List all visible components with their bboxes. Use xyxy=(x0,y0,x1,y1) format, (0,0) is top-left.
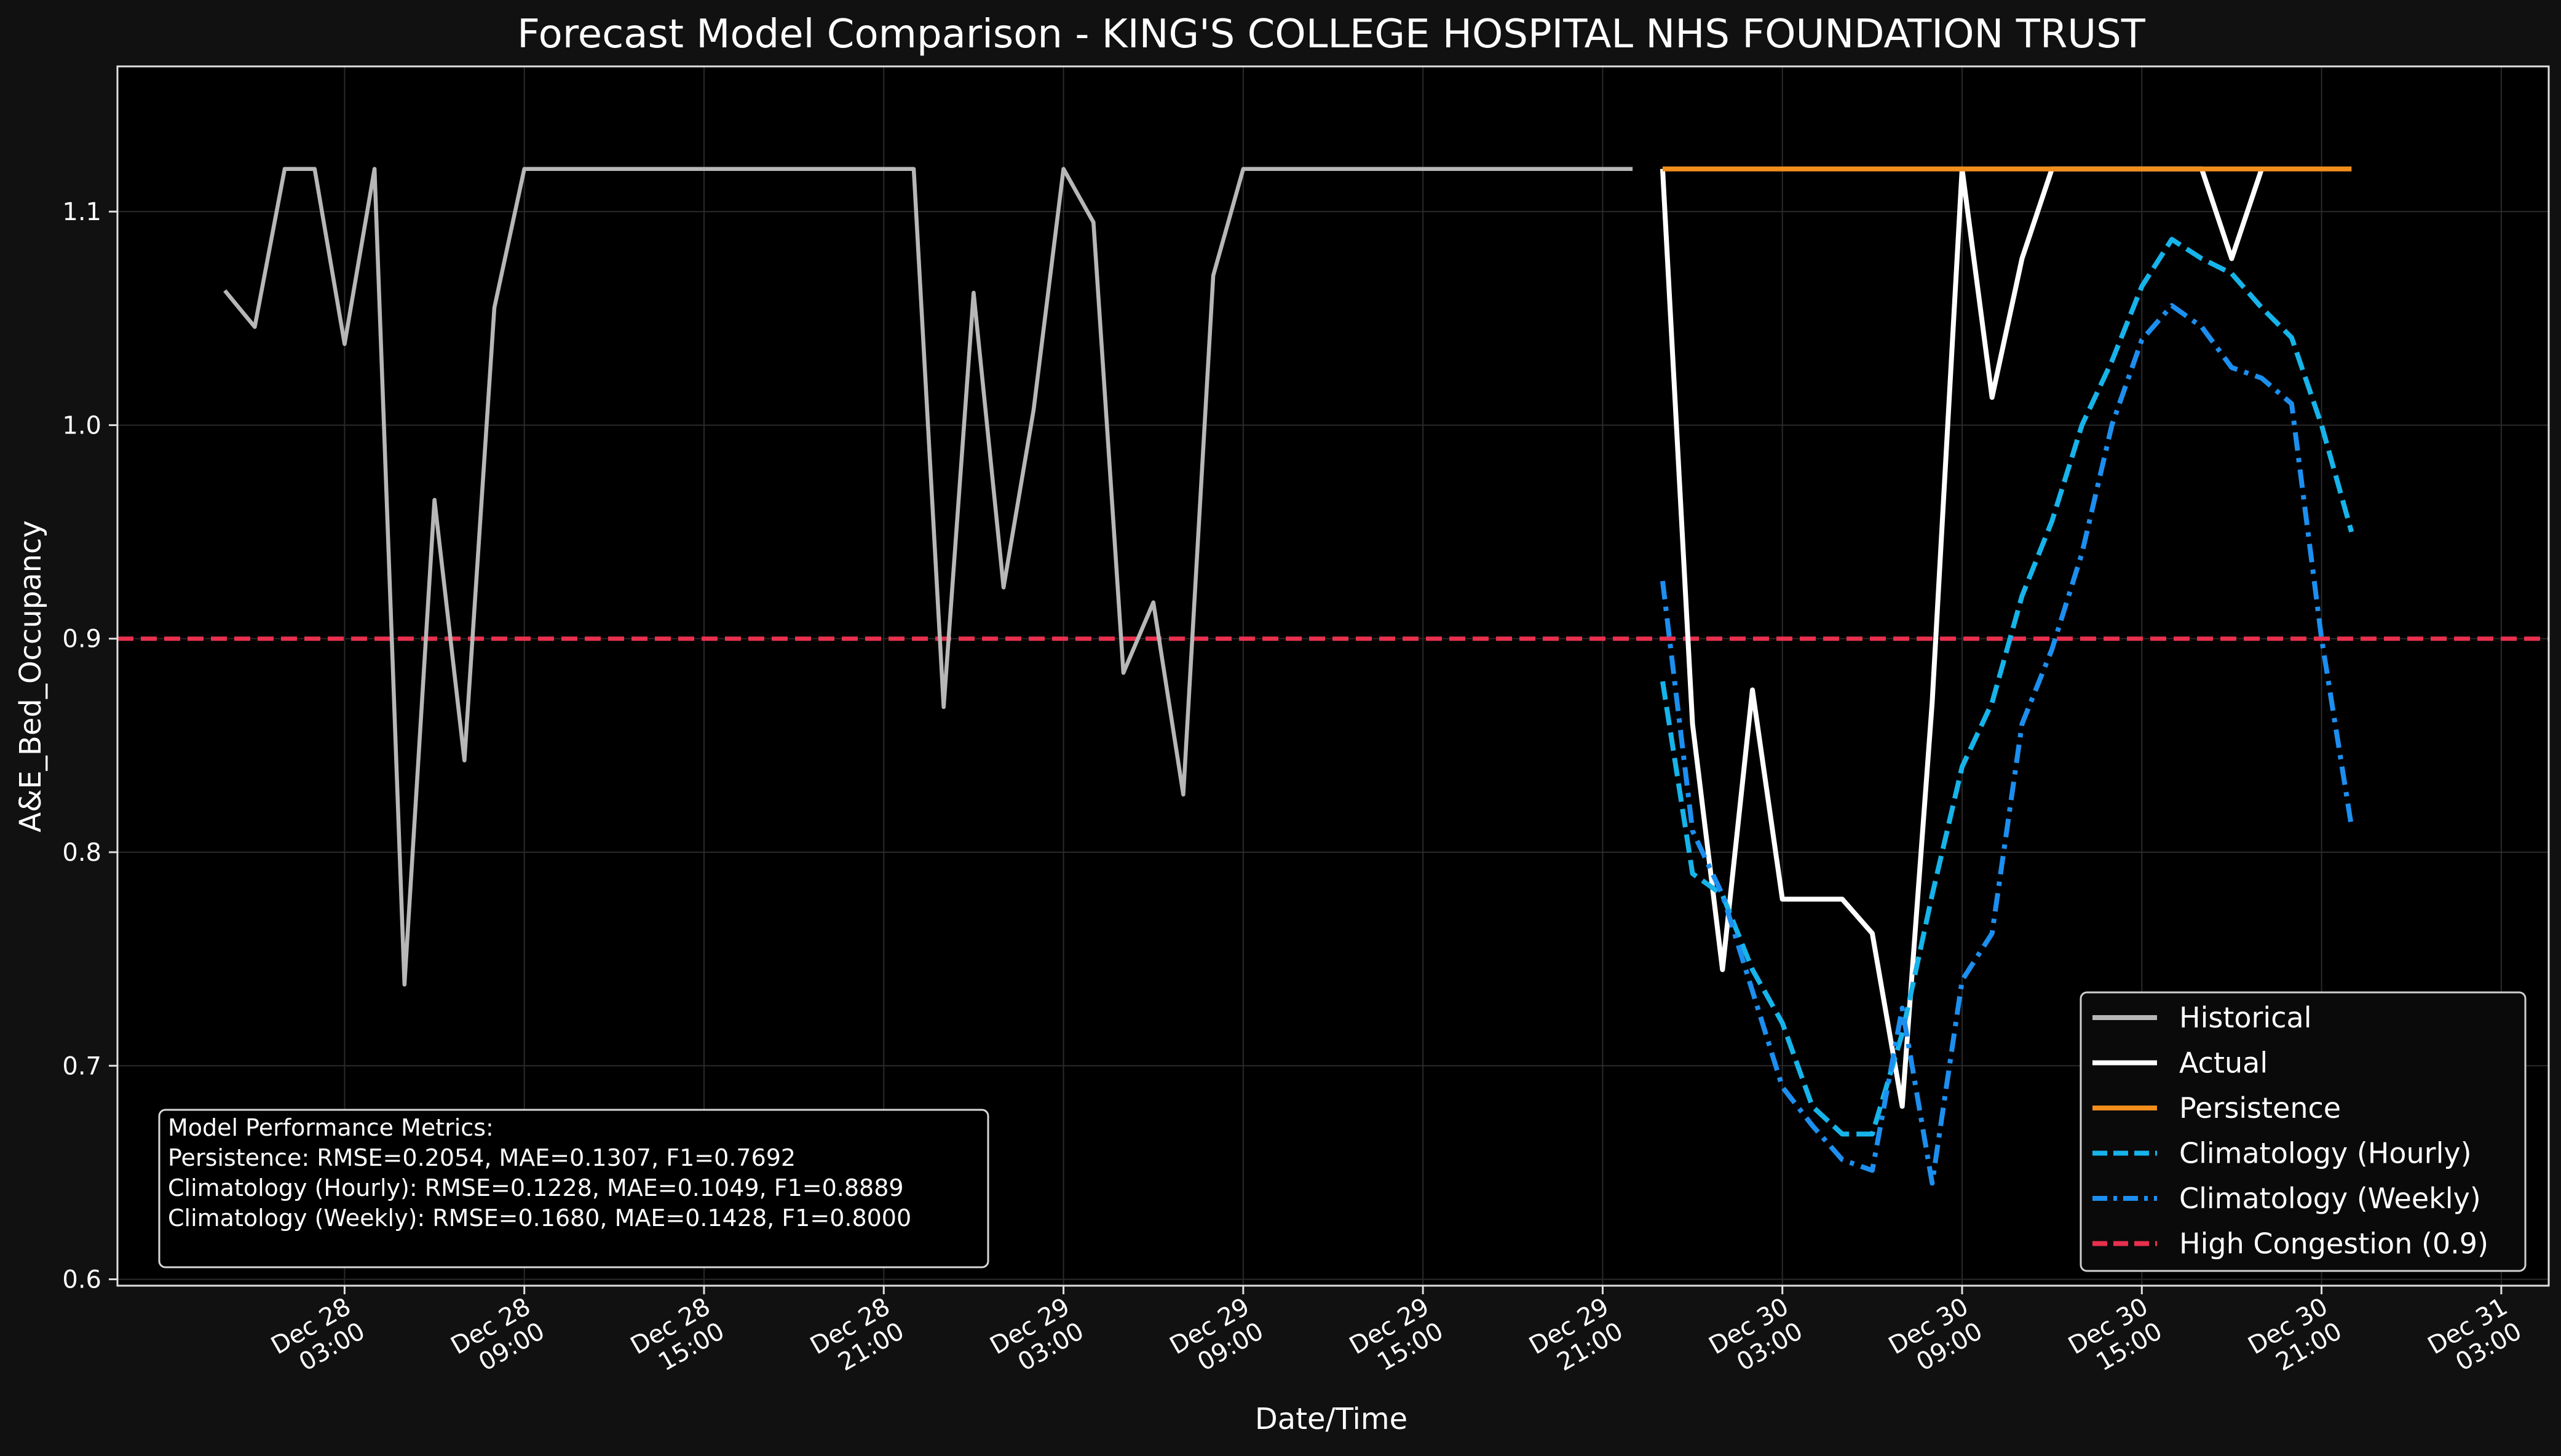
metrics-persistence: Persistence: RMSE=0.2054, MAE=0.1307, F1… xyxy=(168,1144,796,1171)
series-lines xyxy=(223,166,2354,1186)
metrics-box-frame xyxy=(158,1109,989,1268)
y-tick-label: 0.9 xyxy=(62,625,101,654)
series-line-climatology-weekly xyxy=(1660,303,2354,1186)
legend-label-high-congestion-0-9: High Congestion (0.9) xyxy=(2179,1227,2488,1260)
legend-label-persistence: Persistence xyxy=(2179,1091,2341,1125)
y-tick-label: 0.8 xyxy=(62,839,101,867)
grid-lines xyxy=(117,66,2549,1286)
metrics-climatology-weekly: Climatology (Weekly): RMSE=0.1680, MAE=0… xyxy=(168,1205,911,1232)
y-tick-label: 0.7 xyxy=(62,1052,101,1080)
plot-frame xyxy=(116,65,2550,1287)
series-line-historical xyxy=(223,167,1633,987)
x-axis-label: Date/Time xyxy=(1255,1402,1407,1436)
legend-label-historical: Historical xyxy=(2179,1001,2311,1034)
metrics-title: Model Performance Metrics: xyxy=(168,1114,494,1141)
metrics-climatology-hourly: Climatology (Hourly): RMSE=0.1228, MAE=0… xyxy=(168,1174,904,1201)
y-tick-label: 1.0 xyxy=(62,411,101,440)
y-tick-label: 0.6 xyxy=(62,1266,101,1294)
y-axis-label: A&E_Bed_Occupancy xyxy=(14,520,48,833)
legend-label-actual: Actual xyxy=(2179,1046,2268,1080)
legend-frame xyxy=(2080,991,2527,1272)
legend-label-climatology-hourly: Climatology (Hourly) xyxy=(2179,1137,2472,1170)
legend: Historical Actual Persistence Climatology (… xyxy=(2080,991,2527,1272)
metrics-box: Model Performance Metrics: Persistence: … xyxy=(158,1109,989,1268)
y-tick-label: 1.1 xyxy=(62,198,101,226)
chart-title: Forecast Model Comparison - KING'S COLLE… xyxy=(517,12,2146,57)
legend-label-climatology-weekly: Climatology (Weekly) xyxy=(2179,1182,2481,1215)
series-line-climatology-hourly xyxy=(1660,237,2354,1137)
